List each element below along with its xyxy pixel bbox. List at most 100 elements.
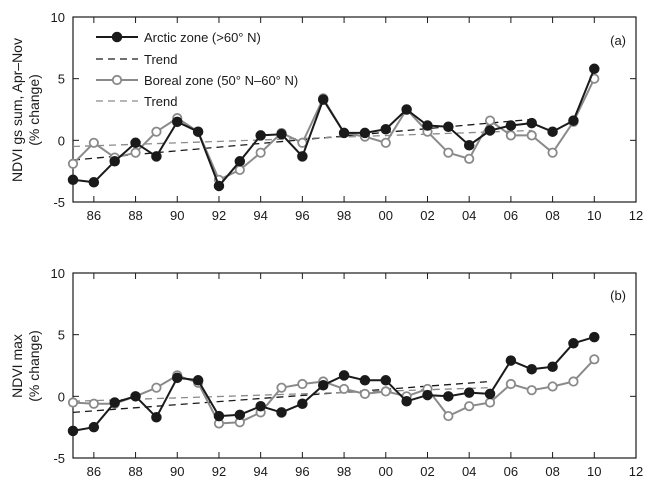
boreal-data-point [464,401,475,412]
boreal-data-point [443,410,454,422]
series-lines-group [67,63,600,192]
boreal-data-point [505,130,516,141]
x-tick-label: 04 [462,464,476,477]
x-tick-label: 88 [128,208,142,223]
boreal-data-point [151,126,162,137]
boreal-data-point [359,388,371,399]
boreal-data-point [276,382,287,393]
legend-arctic-marker [111,31,123,43]
arctic-data-point [255,400,266,412]
x-tick-label: 06 [504,208,518,223]
boreal-data-point [464,153,475,164]
x-tick-label: 98 [337,208,351,223]
x-tick-label: 12 [629,208,643,223]
y-axis-label-line2: (% change) [26,330,42,402]
legend: Arctic zone (>60° N) Trend Boreal zone (… [96,30,298,109]
arctic-data-point [276,407,287,418]
x-tick-label: 92 [212,208,226,223]
arctic-data-point [172,372,183,384]
boreal-data-point [67,397,79,408]
boreal-data-point [88,398,99,409]
arctic-data-point [109,397,120,408]
y-tick-label: -5 [53,451,65,466]
boreal-trend-line [72,387,491,402]
legend-arctic-trend-label: Trend [144,52,177,67]
arctic-data-point [463,140,475,151]
arctic-data-point [67,425,79,437]
x-tick-label: 10 [587,208,601,223]
arctic-data-point [151,412,162,423]
arctic-data-point [130,391,141,402]
x-tick-label: 00 [379,464,393,477]
boreal-data-point [297,378,308,390]
x-tick-label: 96 [295,208,309,223]
x-tick-label: 90 [170,464,184,477]
boreal-data-point [484,115,496,126]
arctic-data-point [297,398,308,409]
arctic-data-point [463,387,475,398]
arctic-data-point [151,151,162,162]
x-tick-label: 08 [545,464,559,477]
panel-label: (b) [610,288,626,303]
arctic-data-point [276,128,287,140]
arctic-data-point [192,375,204,386]
arctic-data-point [172,116,183,128]
plot-frame [72,16,637,203]
boreal-data-point [547,147,558,158]
x-tick-label: 86 [87,464,101,477]
series-lines-group [67,331,600,437]
y-tick-label: -5 [53,195,65,210]
y-tick-label: 10 [51,10,65,25]
arctic-data-point [255,130,266,141]
boreal-series-line [72,358,596,425]
boreal-data-point [547,381,558,392]
axes-group: 86 88 90 92 94 96 98 00 02 04 06 08 10 12 -5 0 5 10 [51,10,644,223]
x-tick-label: 08 [545,208,559,223]
arctic-data-point [526,363,537,375]
plot-frame [72,272,637,459]
legend-boreal-trend-label: Trend [144,94,177,109]
arctic-data-point [589,331,600,343]
panel-label: (a) [610,33,626,48]
arctic-data-point [401,104,412,115]
legend-boreal-label: Boreal zone (50° N–60° N) [144,73,298,88]
arctic-data-point [589,63,600,75]
boreal-data-point [380,386,391,397]
arctic-data-point [526,117,537,129]
legend-boreal-marker [111,74,123,86]
x-tick-label: 00 [379,208,393,223]
boreal-data-point [568,376,579,387]
arctic-data-point [422,120,433,131]
arctic-data-point [443,121,454,133]
arctic-data-point [109,156,120,167]
panel-a: (a) NDVI gs sum, Apr–Nov (% change) 86 88… [9,10,643,223]
arctic-data-point [317,94,329,105]
arctic-data-point [338,370,350,381]
arctic-data-point [130,137,141,149]
arctic-data-point [359,127,371,139]
boreal-data-point [484,397,496,408]
y-axis-label-line1: NDVI max [9,334,25,398]
trend-lines-group [72,380,491,414]
arctic-series-line [72,336,595,432]
boreal-data-point [526,130,537,141]
arctic-data-point [401,396,412,407]
y-tick-label: 10 [51,266,65,281]
arctic-data-point [213,180,225,192]
arctic-data-point [443,391,454,402]
arctic-data-point [338,127,350,139]
legend-arctic-label: Arctic zone (>60° N) [144,30,261,45]
arctic-data-point [380,375,392,386]
y-tick-label: 0 [58,389,65,404]
arctic-data-point [192,126,204,137]
x-tick-label: 04 [462,208,476,223]
arctic-data-point [547,361,558,372]
boreal-data-point [380,137,391,148]
arctic-data-point [88,177,100,188]
y-tick-label: 5 [58,72,65,87]
x-tick-label: 92 [212,464,226,477]
y-axis-label-line1: NDVI gs sum, Apr–Nov [9,38,25,182]
arctic-data-point [88,421,100,433]
x-tick-label: 94 [253,208,267,223]
x-tick-label: 94 [253,464,267,477]
